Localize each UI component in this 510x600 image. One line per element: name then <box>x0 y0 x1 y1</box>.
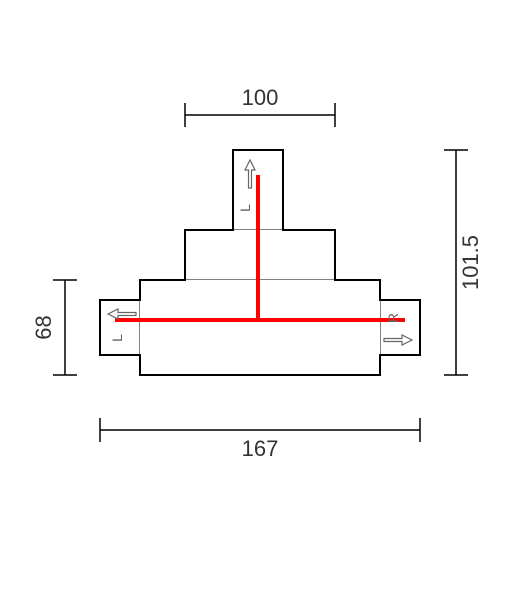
part-label-left: L <box>109 334 125 342</box>
dim-label-top: 100 <box>242 85 279 110</box>
part-label-top: L <box>237 204 253 212</box>
dim-label-bottom: 167 <box>242 436 279 461</box>
dim-label-left: 68 <box>31 315 56 339</box>
part-label-right: R <box>385 313 401 323</box>
dim-label-right: 101.5 <box>458 235 483 290</box>
